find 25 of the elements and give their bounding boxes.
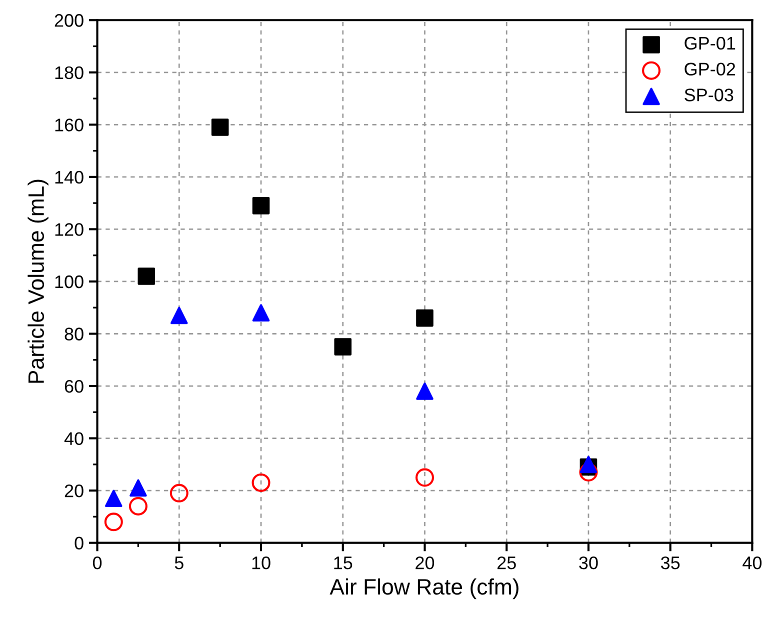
x-tick-label: 5 [174, 556, 184, 570]
y-tick-label: 80 [64, 328, 84, 340]
x-tick-label: 0 [92, 556, 102, 570]
y-tick-label: 20 [64, 484, 84, 498]
y-tick-label: 0 [74, 536, 84, 550]
legend-label: SP-03 [684, 88, 734, 102]
x-tick-label: 30 [579, 556, 598, 570]
x-tick-label: 25 [497, 556, 516, 570]
y-axis-title: Particle Volume (mL) [28, 180, 48, 383]
y-tick-label: 40 [64, 432, 84, 446]
x-tick-label: 40 [742, 556, 762, 570]
x-tick-label: 35 [660, 556, 680, 570]
legend-label: GP-01 [684, 36, 736, 50]
y-tick-label: 200 [54, 14, 84, 27]
x-axis-title: Air Flow Rate (cfm) [330, 578, 518, 600]
y-tick-label: 100 [55, 275, 84, 288]
y-tick-label: 160 [55, 118, 84, 132]
y-tick-label: 60 [64, 380, 84, 393]
legend-label: GP-02 [684, 62, 736, 76]
x-tick-label: 15 [334, 556, 352, 570]
y-tick-label: 120 [55, 223, 84, 236]
y-tick-label: 180 [55, 66, 84, 80]
x-tick-label: 10 [252, 556, 270, 570]
x-tick-label: 20 [416, 556, 434, 570]
y-tick-label: 140 [55, 170, 84, 184]
